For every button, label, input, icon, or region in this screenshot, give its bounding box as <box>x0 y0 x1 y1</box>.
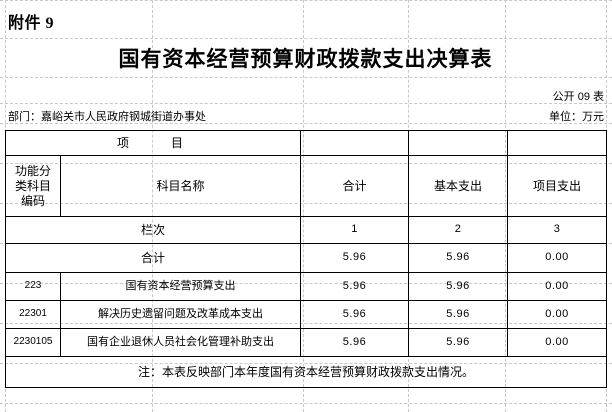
row-code: 22301 <box>5 300 61 329</box>
table-row: 2230105 国有企业退休人员社会化管理补助支出 5.96 5.96 0.00 <box>5 328 608 357</box>
form-number-label: 公开 09 表 <box>552 91 604 103</box>
header-item: 项 目 <box>4 130 302 156</box>
row-code: 2230105 <box>5 328 61 357</box>
header-function-code: 功能分类科目编码 <box>5 155 61 217</box>
total-row-project: 0.00 <box>507 243 608 273</box>
row-basic: 5.96 <box>408 300 509 329</box>
row-total: 5.96 <box>300 300 410 329</box>
table-header-row-item: 项 目 <box>4 130 608 156</box>
header-column-total: 合计 <box>300 155 410 217</box>
budget-expenditure-table: 项 目 功能分类科目编码 科目名称 合计 基本支出 项目支出 栏次 1 2 3 … <box>4 130 608 388</box>
department-label: 部门：嘉峪关市人民政府钢城街道办事处 <box>8 111 206 123</box>
table-lane-row: 栏次 1 2 3 <box>4 216 608 244</box>
lane-number-2: 2 <box>408 216 509 244</box>
table-note: 注：本表反映部门本年度国有资本经营预算财政拨款支出情况。 <box>4 356 608 388</box>
attachment-number: 附件 9 <box>8 15 55 32</box>
total-row-basic: 5.96 <box>408 243 509 273</box>
header-subject-name: 科目名称 <box>59 155 302 217</box>
total-row-total: 5.96 <box>300 243 410 273</box>
header-spacer-total <box>300 130 410 156</box>
header-column-project: 项目支出 <box>507 155 608 217</box>
row-total: 5.96 <box>300 272 410 301</box>
table-note-row: 注：本表反映部门本年度国有资本经营预算财政拨款支出情况。 <box>4 356 608 388</box>
row-basic: 5.96 <box>408 272 509 301</box>
table-row: 22301 解决历史遗留问题及改革成本支出 5.96 5.96 0.00 <box>5 300 608 329</box>
table-row: 223 国有资本经营预算支出 5.96 5.96 0.00 <box>5 272 608 301</box>
row-total: 5.96 <box>300 328 410 357</box>
table-total-row: 合计 5.96 5.96 0.00 <box>4 243 608 273</box>
total-row-label: 合计 <box>4 243 302 273</box>
row-name: 国有资本经营预算支出 <box>59 272 302 301</box>
unit-label: 单位：万元 <box>549 111 604 123</box>
header-spacer-project <box>507 130 608 156</box>
row-code: 223 <box>5 272 61 301</box>
row-project: 0.00 <box>507 272 608 301</box>
row-project: 0.00 <box>507 300 608 329</box>
header-spacer-basic <box>408 130 509 156</box>
row-basic: 5.96 <box>408 328 509 357</box>
lane-number-3: 3 <box>507 216 608 244</box>
row-name: 国有企业退休人员社会化管理补助支出 <box>59 328 302 357</box>
page-title: 国有资本经营预算财政拨款支出决算表 <box>118 47 493 71</box>
lane-label: 栏次 <box>4 216 302 244</box>
header-column-basic: 基本支出 <box>408 155 509 217</box>
lane-number-1: 1 <box>300 216 410 244</box>
row-name: 解决历史遗留问题及改革成本支出 <box>59 300 302 329</box>
row-project: 0.00 <box>507 328 608 357</box>
table-header-row-columns: 功能分类科目编码 科目名称 合计 基本支出 项目支出 <box>5 155 608 217</box>
